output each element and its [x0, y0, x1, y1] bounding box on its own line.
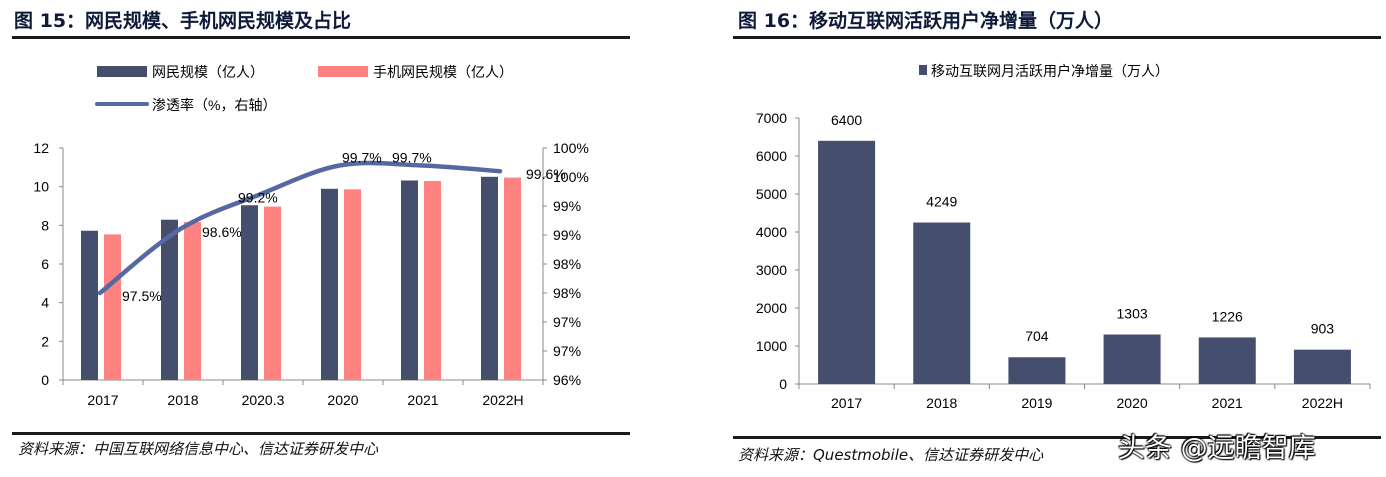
y-tick-label: 6000 — [756, 148, 787, 164]
right-source: 资料来源：Questmobile、信达证券研发中心 — [738, 446, 1044, 464]
y2-tick-label: 97% — [553, 314, 581, 330]
x-tick-label: 2020.3 — [242, 392, 285, 408]
bar-net-growth — [818, 140, 876, 384]
left-chart-title: 图 15：网民规模、手机网民规模及占比 — [14, 10, 352, 32]
x-tick-label: 2017 — [831, 395, 862, 411]
bar-data-label: 704 — [1025, 328, 1049, 344]
bar-internet-users — [321, 188, 338, 380]
bar-net-growth — [1103, 334, 1161, 384]
x-tick-label: 2022H — [1302, 395, 1343, 411]
x-tick-label: 2021 — [1212, 395, 1243, 411]
y-tick-label: 1000 — [756, 338, 787, 354]
legend-label-internet-users: 网民规模（亿人） — [152, 64, 264, 80]
bar-mobile-users — [264, 206, 281, 380]
penetration-data-label: 99.6% — [526, 166, 566, 182]
bar-internet-users — [481, 176, 498, 380]
x-tick-label: 2019 — [1021, 395, 1052, 411]
y-tick-label: 2000 — [756, 300, 787, 316]
y2-tick-label: 97% — [553, 343, 581, 359]
y-tick-label: 0 — [779, 376, 787, 392]
penetration-data-label: 99.2% — [238, 189, 278, 205]
y2-tick-label: 98% — [553, 285, 581, 301]
y2-tick-label: 100% — [553, 169, 589, 185]
y-tick-label: 12 — [33, 140, 49, 156]
bar-net-growth — [913, 222, 971, 384]
bar-data-label: 4249 — [926, 194, 957, 210]
left-source-rule — [12, 432, 630, 435]
penetration-data-label: 99.7% — [392, 149, 432, 165]
bar-mobile-users — [424, 181, 441, 380]
y-tick-label: 7000 — [756, 110, 787, 126]
right-chart: 移动互联网月活跃用户净增量（万人） 0 1000 2000 3000 4000 5000 60… — [756, 63, 1371, 411]
bar-net-growth — [1008, 357, 1066, 384]
y2-tick-label: 96% — [553, 372, 581, 388]
y-tick-label: 0 — [41, 372, 49, 388]
bar-internet-users — [241, 205, 258, 380]
x-tick-label: 2017 — [87, 392, 118, 408]
legend-label-net-growth: 移动互联网月活跃用户净增量（万人） — [931, 63, 1169, 79]
y2-tick-label: 100% — [553, 140, 589, 156]
y-tick-label: 5000 — [756, 186, 787, 202]
y-tick-label: 6 — [41, 256, 49, 272]
right-source-rule — [733, 436, 1381, 439]
line-penetration — [97, 160, 503, 296]
bar-internet-users — [401, 180, 418, 380]
penetration-data-label: 98.6% — [202, 224, 242, 240]
bar-data-label: 1226 — [1212, 308, 1243, 324]
y-tick-label: 10 — [33, 179, 49, 195]
penetration-data-label: 97.5% — [122, 288, 162, 304]
legend-swatch-internet-users — [97, 66, 147, 77]
left-title-rule — [12, 36, 630, 39]
x-tick-label: 2020 — [1117, 395, 1148, 411]
legend-label-penetration: 渗透率（%，右轴） — [152, 97, 276, 113]
bar-mobile-users — [344, 189, 361, 380]
bar-data-label: 6400 — [831, 112, 862, 128]
bar-mobile-users — [104, 234, 121, 380]
penetration-data-label: 99.7% — [342, 149, 382, 165]
y2-tick-label: 98% — [553, 256, 581, 272]
x-tick-label: 2018 — [167, 392, 198, 408]
right-chart-title: 图 16：移动互联网活跃用户净增量（万人） — [738, 10, 1114, 32]
bar-internet-users — [81, 230, 98, 380]
left-source: 资料来源：中国互联网络信息中心、信达证券研发中心 — [18, 440, 379, 458]
bar-data-label: 1303 — [1117, 305, 1148, 321]
y-tick-label: 4000 — [756, 224, 787, 240]
y2-tick-label: 99% — [553, 198, 581, 214]
legend-swatch-mobile-users — [318, 66, 368, 77]
right-title-rule — [733, 36, 1381, 39]
legend-label-mobile-users: 手机网民规模（亿人） — [373, 64, 513, 80]
bar-net-growth — [1198, 337, 1256, 384]
y-tick-label: 2 — [41, 333, 49, 349]
watermark: 头条 @远瞻智库 — [1118, 433, 1316, 464]
y-tick-label: 3000 — [756, 262, 787, 278]
legend-swatch-net-growth — [919, 65, 927, 75]
bar-internet-users — [161, 219, 178, 380]
left-chart: 网民规模（亿人） 手机网民规模（亿人） 渗透率（%，右轴） 0 2 4 6 8 10 12 96% 9… — [33, 64, 589, 408]
x-tick-label: 2020 — [327, 392, 358, 408]
x-tick-label: 2021 — [407, 392, 438, 408]
bar-net-growth — [1293, 349, 1351, 384]
bar-mobile-users — [184, 222, 201, 380]
x-tick-label: 2018 — [926, 395, 957, 411]
y-tick-label: 8 — [41, 217, 49, 233]
y2-tick-label: 99% — [553, 227, 581, 243]
bar-data-label: 903 — [1311, 321, 1335, 337]
x-tick-label: 2022H — [482, 392, 523, 408]
y-tick-label: 4 — [41, 295, 49, 311]
bar-mobile-users — [504, 177, 521, 380]
